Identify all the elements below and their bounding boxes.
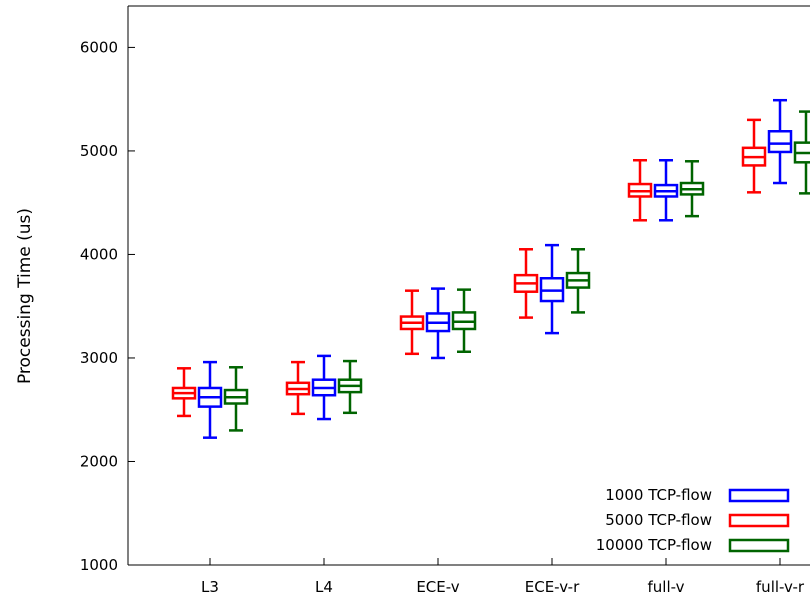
y-tick-label: 1000: [80, 556, 118, 574]
legend-swatch: [728, 538, 790, 553]
box-5000-tcp-flow: [741, 118, 767, 194]
y-tick-label: 5000: [80, 142, 118, 160]
box-10000-tcp-flow: [451, 288, 477, 354]
y-axis-title: Processing Time (us): [15, 208, 35, 384]
y-tick-label: 3000: [80, 349, 118, 367]
legend-swatch: [728, 513, 790, 528]
x-tick-label: full-v: [647, 578, 684, 596]
legend: 1000 TCP-flow 5000 TCP-flow 10000 TCP-flow: [596, 486, 790, 554]
box-1000-tcp-flow: [425, 287, 451, 360]
box-groups: [171, 98, 810, 439]
y-axis-ticks: 1000 2000 3000 4000 5000 6000: [80, 38, 135, 574]
box-1000-tcp-flow: [311, 354, 337, 421]
legend-swatch: [728, 488, 790, 503]
box-5000-tcp-flow: [285, 360, 311, 416]
box-5000-tcp-flow: [627, 158, 653, 222]
plot-frame: [127, 5, 810, 566]
legend-label: 10000 TCP-flow: [596, 536, 712, 554]
box-10000-tcp-flow: [337, 359, 363, 415]
box-1000-tcp-flow: [653, 158, 679, 222]
box-10000-tcp-flow: [679, 160, 705, 218]
box-5000-tcp-flow: [171, 367, 197, 418]
y-tick-label: 4000: [80, 245, 118, 263]
x-tick-label: L3: [201, 578, 219, 596]
box-iqr: [767, 130, 793, 154]
box-10000-tcp-flow: [793, 110, 810, 195]
box-1000-tcp-flow: [197, 360, 223, 439]
x-tick-label: L4: [315, 578, 333, 596]
y-tick-label: 6000: [80, 38, 118, 56]
box-5000-tcp-flow: [399, 289, 425, 356]
box-5000-tcp-flow: [513, 248, 539, 319]
box-1000-tcp-flow: [539, 243, 565, 335]
y-tick-label: 2000: [80, 452, 118, 470]
x-tick-label: ECE-v: [416, 578, 459, 596]
x-axis-ticks: L3 L4 ECE-v ECE-v-r full-v full-v-r: [201, 558, 805, 596]
box-10000-tcp-flow: [565, 248, 591, 314]
legend-label: 1000 TCP-flow: [605, 486, 712, 504]
x-tick-label: full-v-r: [756, 578, 805, 596]
legend-label: 5000 TCP-flow: [605, 511, 712, 529]
box-10000-tcp-flow: [223, 366, 249, 432]
x-tick-label: ECE-v-r: [525, 578, 580, 596]
box-1000-tcp-flow: [767, 98, 793, 185]
